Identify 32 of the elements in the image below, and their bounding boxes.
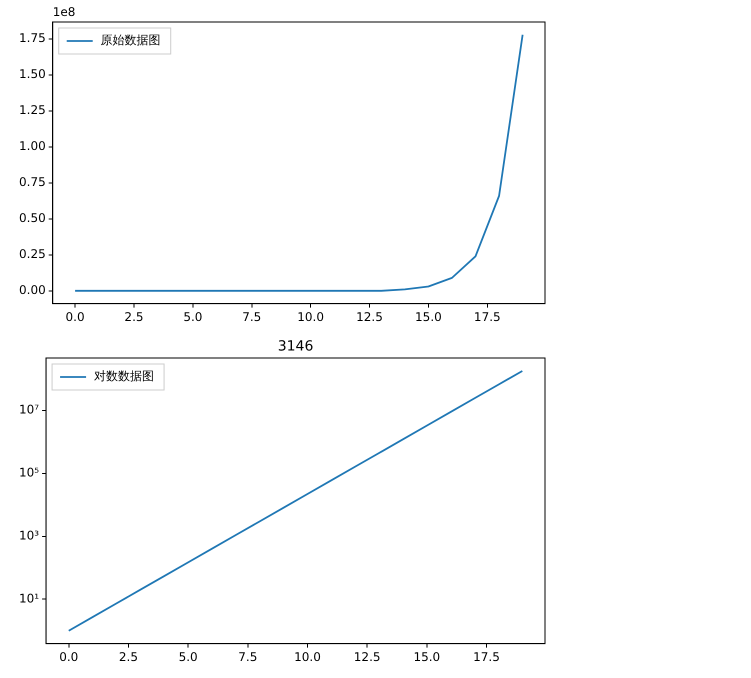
x-tick-label: 12.5 xyxy=(356,310,383,324)
x-tick-label: 2.5 xyxy=(124,310,144,324)
y-tick-label: 10³ xyxy=(18,528,40,542)
y-tick-label: 1.00 xyxy=(19,139,46,154)
x-tick-label: 17.5 xyxy=(473,650,500,664)
y-tick-label: 0.25 xyxy=(19,246,46,261)
x-tick-label: 10.0 xyxy=(294,650,321,664)
y-tick-label: 10¹ xyxy=(18,591,40,606)
y-tick-label: 1.25 xyxy=(19,103,46,118)
legend-label: 对数数据图 xyxy=(94,369,154,384)
y-tick-label: 10⁵ xyxy=(18,465,40,480)
x-tick-label: 5.0 xyxy=(183,310,202,324)
chart-title: 3146 xyxy=(278,338,314,355)
x-tick-label: 10.0 xyxy=(297,310,324,324)
legend-label: 原始数据图 xyxy=(100,33,161,48)
x-tick-label: 0.0 xyxy=(66,310,85,324)
x-tick-label: 12.5 xyxy=(354,650,381,664)
x-tick-label: 7.5 xyxy=(238,650,258,664)
x-tick-label: 2.5 xyxy=(118,650,138,664)
x-tick-label: 7.5 xyxy=(242,310,262,324)
y-tick-label: 1.50 xyxy=(19,67,46,82)
y-tick-label: 1.75 xyxy=(19,31,46,46)
x-tick-label: 0.0 xyxy=(59,650,78,664)
y-tick-label: 10⁷ xyxy=(18,402,40,416)
y-tick-label: 0.00 xyxy=(19,282,46,297)
y-tick-label: 0.75 xyxy=(19,175,46,190)
text: 1e8 xyxy=(52,5,76,20)
x-tick-label: 15.0 xyxy=(413,650,440,664)
x-tick-label: 17.5 xyxy=(474,310,501,324)
y-tick-label: 0.50 xyxy=(19,211,46,226)
x-tick-label: 5.0 xyxy=(178,650,198,664)
x-tick-label: 15.0 xyxy=(415,310,442,324)
